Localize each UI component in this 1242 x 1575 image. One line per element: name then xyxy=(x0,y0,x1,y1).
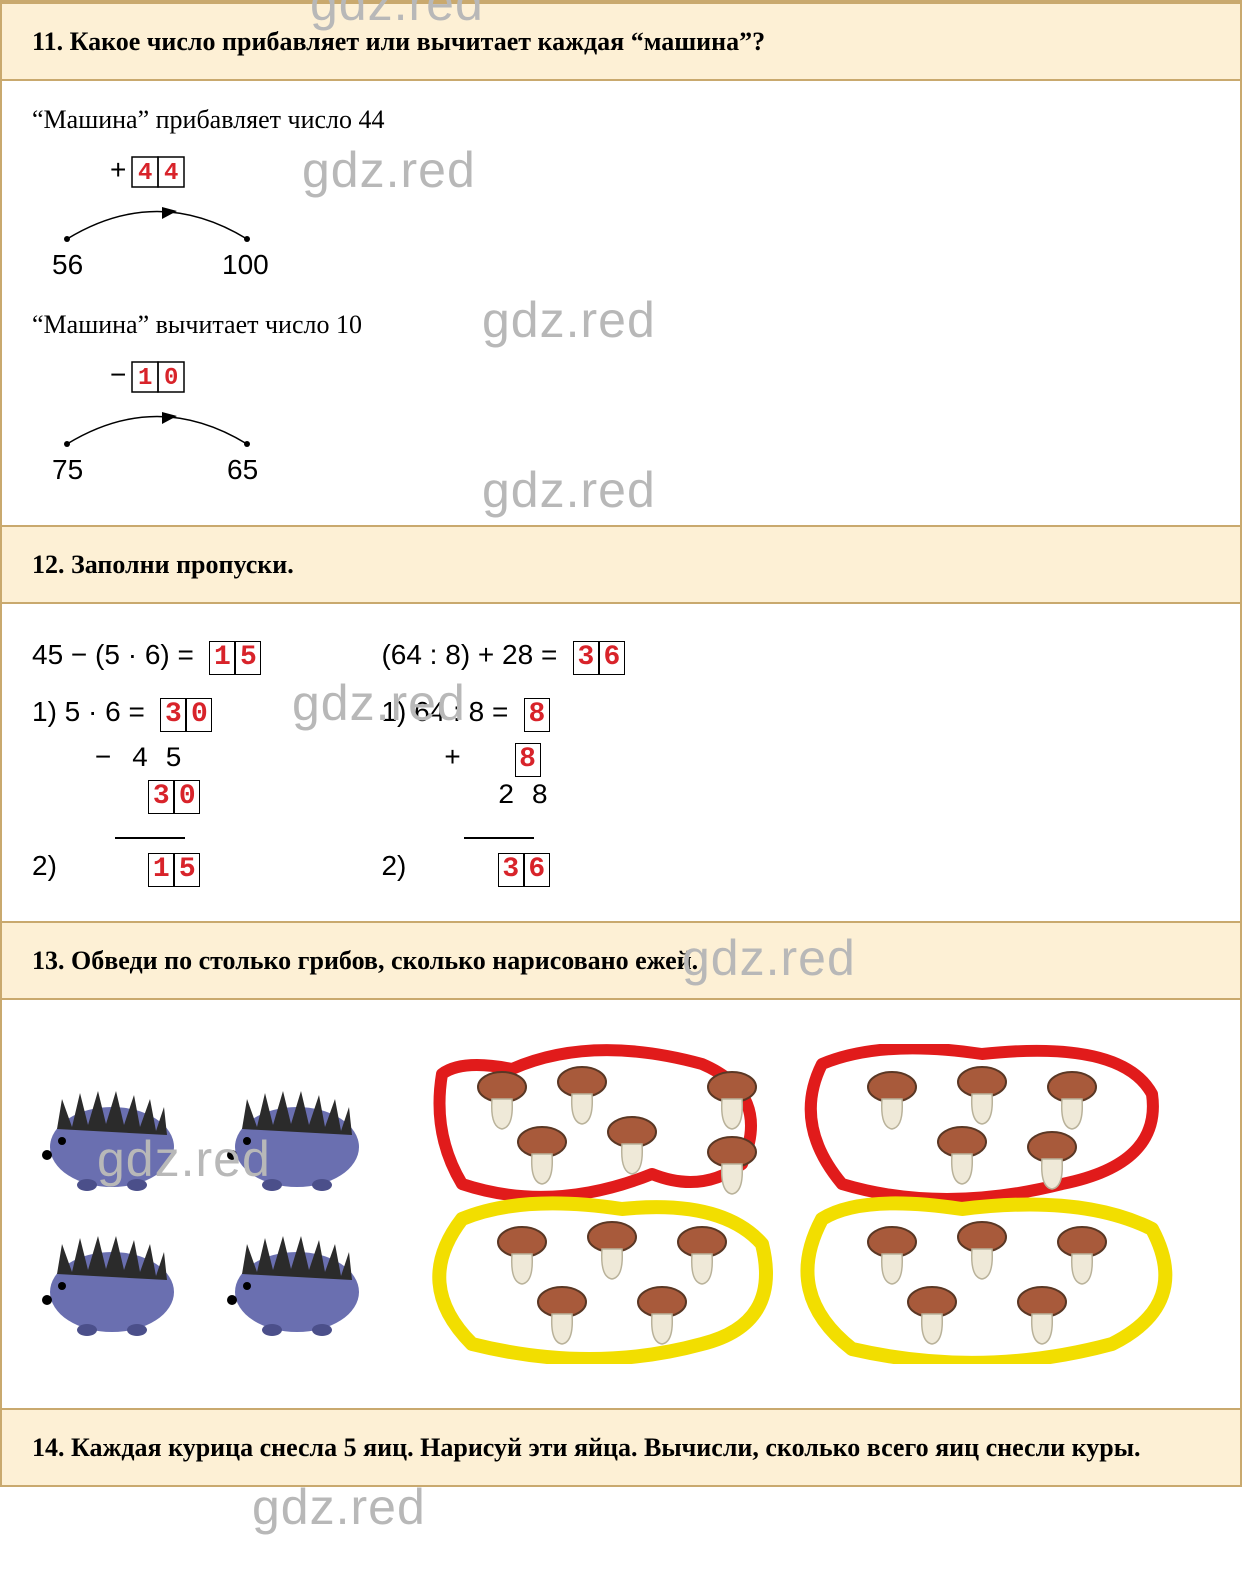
task12-right-col: (64 : 8) + 28 = 36 1) 64 : 8 = 8 2) + 8 … xyxy=(381,628,624,897)
left-v-res-d2: 5 xyxy=(174,853,200,887)
mushroom-icon xyxy=(538,1287,586,1344)
right-expr-d1: 3 xyxy=(573,641,599,675)
left-v-sub-d2: 0 xyxy=(174,780,200,814)
left-v-sign: − xyxy=(95,744,112,775)
mushroom-icon xyxy=(518,1127,566,1184)
task14-title: 14. Каждая курица снесла 5 яиц. Нарисуй … xyxy=(32,1433,1141,1462)
right-expr-d2: 6 xyxy=(599,641,625,675)
right-expr-label: (64 : 8) + 28 = xyxy=(381,639,557,670)
left-expr-d2: 5 xyxy=(235,641,261,675)
mushroom-icon xyxy=(608,1117,656,1174)
task12-calc-row: 45 − (5 · 6) = 15 1) 5 · 6 = 30 2) −4 5 … xyxy=(32,628,1210,897)
mushroom-icon xyxy=(678,1227,726,1284)
mushroom-icon xyxy=(708,1137,756,1194)
mushroom-icon xyxy=(1058,1227,1106,1284)
right-step2-line: 2) + 8 2 8 36 xyxy=(381,742,624,892)
machine2-d2: 0 xyxy=(164,365,178,392)
task11-statement1: “Машина” прибавляет число 44 xyxy=(32,105,1210,135)
left-v-top: 4 5 xyxy=(132,744,182,775)
mushroom-icon xyxy=(498,1227,546,1284)
mushroom-icon xyxy=(868,1072,916,1129)
right-expr: (64 : 8) + 28 = 36 xyxy=(381,628,624,681)
left-step1-d2: 0 xyxy=(186,698,212,732)
task13-illustration xyxy=(32,1024,1210,1384)
right-v-res-d2: 6 xyxy=(524,853,550,887)
machine1-from: 56 xyxy=(52,249,83,279)
right-step2-label: 2) xyxy=(381,851,406,882)
right-v-res-d1: 3 xyxy=(498,853,524,887)
machine1-d2: 4 xyxy=(164,160,178,187)
mushroom-icon xyxy=(558,1067,606,1124)
left-expr: 45 − (5 · 6) = 15 xyxy=(32,628,261,681)
left-vertical: −4 5 30 15 xyxy=(115,742,201,888)
left-step2-line: 2) −4 5 30 15 xyxy=(32,742,261,892)
machine1-svg: + 4 4 56 100 xyxy=(32,149,292,279)
page-container: gdz.red 11. Какое число прибавляет или в… xyxy=(0,0,1242,1487)
task13-body: gdz.red xyxy=(2,1000,1240,1408)
machine1-sign: + xyxy=(110,154,126,185)
right-v-sign: + xyxy=(444,744,461,775)
right-step1-ans: 8 xyxy=(524,698,550,732)
task12-body: gdz.red 45 − (5 · 6) = 15 1) 5 · 6 = 30 … xyxy=(2,604,1240,921)
task12-title: 12. Заполни пропуски. xyxy=(32,550,294,579)
task11-statement2: “Машина” вычитает число 10 xyxy=(32,310,1210,340)
right-step1-label: 1) 64 : 8 = xyxy=(381,696,508,727)
mushroom-icon xyxy=(868,1227,916,1284)
watermark: gdz.red xyxy=(252,1470,426,1545)
machine1-diagram: + 4 4 56 100 xyxy=(32,149,1210,286)
right-step1: 1) 64 : 8 = 8 xyxy=(381,685,624,738)
right-v-sub: 2 8 xyxy=(498,781,548,812)
left-step1: 1) 5 · 6 = 30 xyxy=(32,685,261,738)
left-expr-label: 45 − (5 · 6) = xyxy=(32,639,194,670)
watermark: gdz.red xyxy=(682,921,856,996)
hedgehog-icon xyxy=(32,1069,197,1194)
machine2-d1: 1 xyxy=(138,365,152,392)
task11-title: 11. Какое число прибавляет или вычитает … xyxy=(32,27,765,56)
mushroom-icon xyxy=(588,1222,636,1279)
mushroom-icon xyxy=(908,1287,956,1344)
mushroom-icon xyxy=(958,1067,1006,1124)
task11-header: 11. Какое число прибавляет или вычитает … xyxy=(2,2,1240,81)
left-step2-label: 2) xyxy=(32,851,57,882)
task13-header: gdz.red 13. Обведи по столько грибов, ск… xyxy=(2,921,1240,1000)
hedgehog-icon xyxy=(32,1214,197,1339)
task14-header: gdz.red 14. Каждая курица снесла 5 яиц. … xyxy=(2,1408,1240,1485)
mushrooms-svg xyxy=(422,1044,1182,1364)
task12-header: 12. Заполни пропуски. xyxy=(2,525,1240,604)
task11-body: gdz.red gdz.red gdz.red “Машина” прибавл… xyxy=(2,81,1240,525)
task13-title: 13. Обведи по столько грибов, сколько на… xyxy=(32,946,698,975)
mushroom-icon xyxy=(1018,1287,1066,1344)
mushroom-icon xyxy=(938,1127,986,1184)
left-expr-d1: 1 xyxy=(209,641,235,675)
right-v-top: 8 xyxy=(515,743,541,777)
machine2-diagram: − 1 0 75 65 xyxy=(32,354,1210,491)
machine2-sign: − xyxy=(110,359,126,390)
hedgehogs-grid xyxy=(32,1069,382,1339)
left-v-res-d1: 1 xyxy=(148,853,174,887)
machine2-to: 65 xyxy=(227,454,258,484)
machine1-d1: 4 xyxy=(138,160,152,187)
mushroom-icon xyxy=(958,1222,1006,1279)
mushroom-icon xyxy=(638,1287,686,1344)
hedgehog-icon xyxy=(217,1214,382,1339)
right-vertical: + 8 2 8 36 xyxy=(464,742,550,888)
machine1-to: 100 xyxy=(222,249,269,279)
machine2-svg: − 1 0 75 65 xyxy=(32,354,292,484)
left-v-sub-d1: 3 xyxy=(148,780,174,814)
hedgehog-icon xyxy=(217,1069,382,1194)
task12-left-col: 45 − (5 · 6) = 15 1) 5 · 6 = 30 2) −4 5 … xyxy=(32,628,261,897)
left-step1-d1: 3 xyxy=(160,698,186,732)
left-step1-label: 1) 5 · 6 = xyxy=(32,696,145,727)
mushroom-icon xyxy=(1048,1072,1096,1129)
mushroom-icon xyxy=(478,1072,526,1129)
machine2-from: 75 xyxy=(52,454,83,484)
